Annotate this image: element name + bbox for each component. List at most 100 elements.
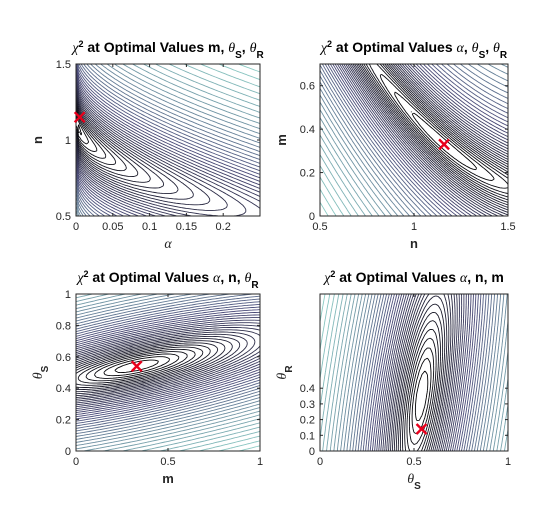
contour-level [333, 294, 508, 451]
contour-level [76, 333, 248, 398]
contour-level [320, 294, 344, 440]
contour-level [343, 64, 508, 216]
contour-level [76, 329, 260, 402]
contour-level [332, 64, 508, 216]
contour-level [76, 327, 260, 404]
contour-level [76, 64, 260, 216]
y-tick-label: 0.6 [56, 352, 71, 364]
contour-level [76, 72, 260, 216]
y-tick-label: 0 [309, 446, 315, 458]
contour-level [379, 73, 508, 189]
contour-level [76, 338, 233, 395]
contour-level [320, 64, 508, 216]
chart-title: χ2 at Optimal Values α, n, θR [75, 269, 259, 291]
contour-level [354, 64, 508, 213]
panel-theta-s-theta-r: 0 0.5 1 0 0.1 0.2 0.3 0.4 χ2 at Optimal Values α… [275, 269, 511, 492]
y-tick-label: 0 [65, 446, 71, 458]
contour-level [320, 64, 508, 216]
contour-level [367, 294, 479, 451]
contour-level [363, 64, 508, 201]
contour-level [404, 328, 439, 451]
x-tick-label: 0.5 [406, 456, 421, 468]
contour-level [168, 64, 260, 101]
contour-level [320, 117, 386, 216]
panel-alpha-n: 0 0.05 0.1 0.15 0.2 0.5 1 1.5χ2 at Optimal Valu… [30, 39, 264, 252]
contour-level [343, 294, 505, 451]
contour-level [341, 64, 508, 216]
x-tick-label: 0 [73, 456, 79, 468]
contour-level [76, 77, 260, 216]
x-tick-label: 0.15 [176, 221, 197, 233]
contour-level [76, 311, 260, 416]
contour-level [76, 335, 241, 397]
contour-level [345, 64, 508, 216]
contour-level [103, 356, 171, 377]
contour-level [374, 294, 472, 451]
contour-level [320, 294, 331, 351]
y-axis-label: θS [31, 365, 51, 379]
contour-level [76, 317, 260, 411]
contour-level [76, 295, 260, 429]
contour-lines [76, 64, 260, 216]
y-tick-label: 0.2 [300, 168, 315, 180]
x-tick-label: 1 [257, 456, 263, 468]
contour-level [399, 311, 444, 451]
optimum-marker [415, 423, 428, 435]
contour-level [360, 294, 487, 451]
contour-level [85, 351, 188, 382]
contour-level [76, 64, 260, 216]
contour-level [76, 294, 260, 437]
y-tick-label: 1 [65, 289, 71, 301]
contour-level [76, 64, 260, 216]
contour-level [77, 348, 196, 384]
contour-level [76, 309, 260, 418]
contour-level [365, 64, 508, 198]
contour-level [122, 64, 260, 125]
optimum-marker [130, 360, 143, 373]
panel-m-theta-s: 0 0.5 1 0 0.2 0.4 0.6 0.8 1 χ2 at Optimal Values … [31, 269, 263, 486]
contour-level [362, 294, 484, 451]
contour-level [320, 64, 508, 216]
contour-level [76, 319, 260, 410]
contour-level [320, 64, 508, 216]
contour-level [200, 64, 260, 88]
optimum-marker [73, 111, 86, 124]
x-tick-label: 0.2 [216, 221, 231, 233]
contour-level [179, 430, 260, 451]
contour-level [406, 337, 437, 451]
chart-title: χ2 at Optimal Values α, n, m [322, 269, 504, 286]
y-tick-label: 0.4 [56, 383, 71, 395]
contour-level [320, 64, 508, 216]
contour-level [238, 64, 260, 73]
contour-level [76, 86, 228, 211]
contour-level [76, 90, 194, 200]
contour-level [218, 64, 260, 81]
contour-level [76, 82, 260, 216]
contour-level [414, 370, 429, 421]
contour-level [76, 306, 260, 420]
contour-level [183, 64, 260, 95]
contour-level [329, 64, 508, 216]
contour-level [368, 64, 508, 194]
contour-level [384, 294, 460, 451]
x-tick-label: 1 [505, 456, 511, 468]
x-axis-label: n [410, 236, 418, 251]
contour-lines [76, 294, 260, 451]
contour-level [410, 111, 477, 171]
x-tick-label: 0 [317, 456, 323, 468]
contour-level [321, 64, 508, 216]
contour-level [349, 294, 499, 451]
contour-level [76, 314, 260, 413]
contour-level [320, 176, 345, 216]
contour-level [76, 344, 211, 388]
contour-level [76, 324, 260, 406]
contour-level [361, 64, 508, 203]
chart-title: χ2 at Optimal Values m, θS, θR [70, 39, 264, 61]
contour-level [76, 331, 256, 400]
contour-level [382, 294, 463, 451]
x-tick-label: 0.1 [142, 221, 157, 233]
contour-level [76, 342, 219, 391]
contour-level [76, 64, 260, 216]
contour-level [391, 294, 452, 451]
contour-level [132, 64, 260, 119]
